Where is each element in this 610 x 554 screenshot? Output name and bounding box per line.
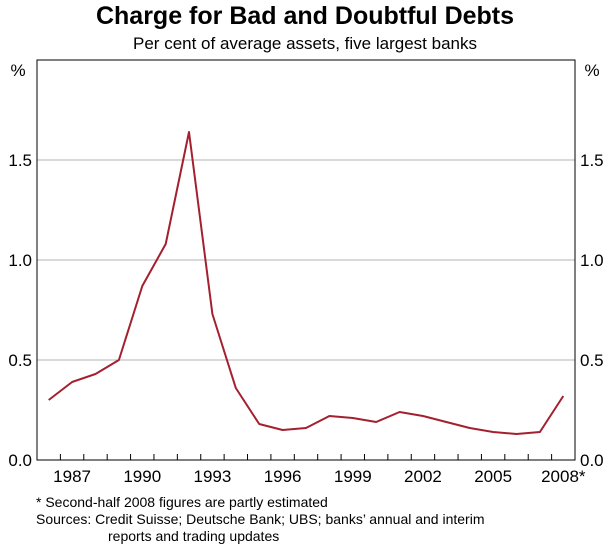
x-tick-label: 1990 <box>123 467 161 486</box>
x-tick-label: 2002 <box>404 467 442 486</box>
y-tick-label-right: 1.5 <box>580 151 604 170</box>
chart-title: Charge for Bad and Doubtful Debts <box>95 2 515 30</box>
x-tick-label: 2008* <box>541 467 586 486</box>
y-tick-label-right: 1.0 <box>580 251 604 270</box>
y-axis-unit-right: % <box>584 61 599 80</box>
y-axis-unit-left: % <box>10 61 25 80</box>
series-line <box>48 131 565 435</box>
y-tick-label-left: 1.5 <box>8 151 32 170</box>
footnotes: * Second-half 2008 figures are partly es… <box>36 494 485 545</box>
plot-frame <box>36 59 576 461</box>
x-tick-label: 1999 <box>334 467 372 486</box>
y-tick-label-right: 0.5 <box>580 351 604 370</box>
sources-line-2: reports and trading updates <box>108 528 280 544</box>
y-tick-label-left: 1.0 <box>8 251 32 270</box>
y-tick-label-left: 0.5 <box>8 351 32 370</box>
y-tick-label-left: 0.0 <box>8 451 32 470</box>
x-tick-label: 1996 <box>264 467 302 486</box>
sources-line-1: Sources: Credit Suisse; Deutsche Bank; U… <box>36 511 485 527</box>
x-tick-label: 2005 <box>474 467 512 486</box>
estimate-note: * Second-half 2008 figures are partly es… <box>36 494 328 510</box>
y-tick-label-right: 0.0 <box>580 451 604 470</box>
x-tick-label: 1987 <box>53 467 91 486</box>
chart-subtitle: Per cent of average assets, five largest… <box>133 34 477 53</box>
x-tick-label: 1993 <box>194 467 232 486</box>
